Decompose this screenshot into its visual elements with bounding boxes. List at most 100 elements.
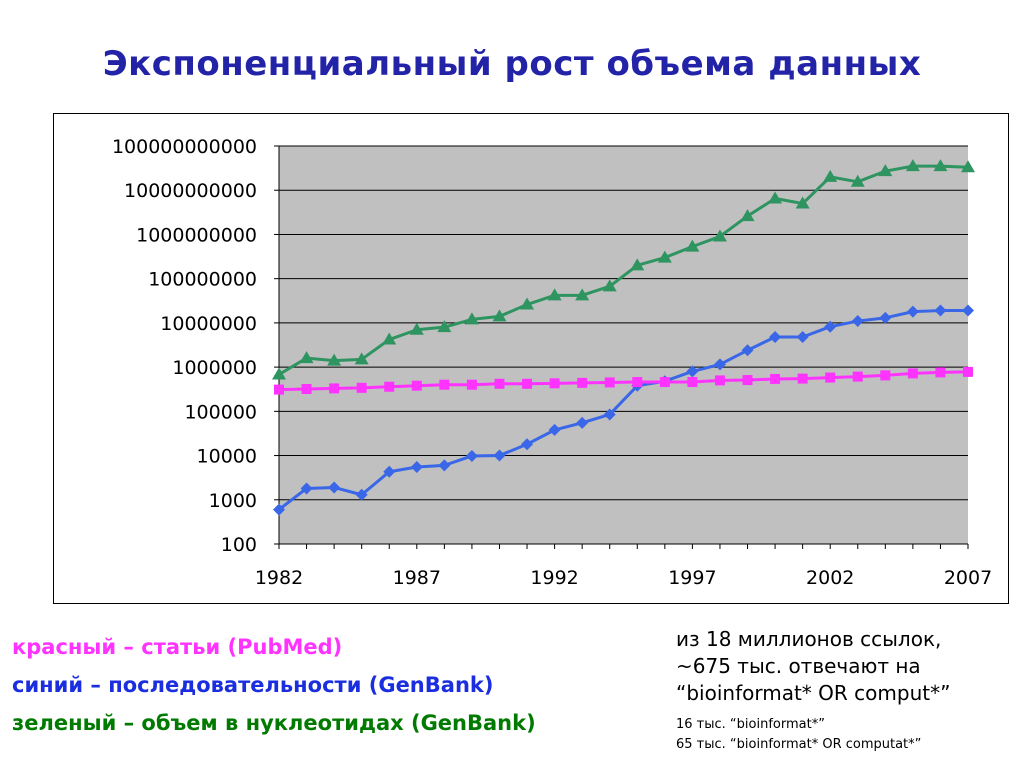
axes bbox=[274, 145, 969, 549]
data-point bbox=[934, 304, 947, 317]
data-point bbox=[494, 378, 505, 389]
data-point bbox=[301, 383, 312, 394]
data-point bbox=[356, 382, 367, 393]
data-point bbox=[687, 377, 698, 388]
data-point bbox=[328, 481, 341, 494]
data-point bbox=[520, 297, 535, 310]
data-point bbox=[795, 196, 810, 209]
data-point bbox=[409, 322, 424, 335]
data-point bbox=[382, 332, 397, 345]
data-point bbox=[604, 377, 615, 388]
data-point bbox=[492, 309, 507, 322]
data-point bbox=[825, 372, 836, 383]
legend-genbank-sequences: синий – последовательности (GenBank) bbox=[12, 673, 494, 697]
data-point bbox=[659, 377, 670, 388]
data-point bbox=[933, 159, 948, 172]
data-point bbox=[878, 164, 893, 177]
data-point bbox=[768, 191, 783, 204]
data-point bbox=[549, 378, 560, 389]
plot-area bbox=[279, 146, 968, 544]
data-point bbox=[575, 288, 590, 301]
data-point bbox=[383, 465, 396, 478]
y-tick-label: 1000 bbox=[209, 490, 257, 512]
note-small-2: 65 тыс. “bioinformat* OR computat*” bbox=[676, 737, 922, 752]
data-point bbox=[327, 353, 342, 366]
note-line-3: “bioinformat* OR comput*” bbox=[676, 681, 951, 705]
data-point bbox=[962, 304, 974, 317]
data-point bbox=[547, 288, 562, 301]
data-point bbox=[880, 370, 891, 381]
y-tick-label: 100000 bbox=[184, 401, 257, 423]
data-point bbox=[824, 320, 837, 333]
legend: красный – статьи (PubMed) синий – послед… bbox=[12, 628, 536, 742]
series-line bbox=[278, 164, 969, 376]
data-point bbox=[879, 311, 892, 324]
data-point bbox=[329, 383, 340, 394]
data-point bbox=[741, 344, 754, 357]
data-point bbox=[272, 367, 286, 380]
data-point bbox=[905, 159, 920, 172]
data-point bbox=[657, 250, 672, 263]
note-block: из 18 миллионов ссылок, ~675 тыс. отвеча… bbox=[676, 626, 1016, 755]
data-point bbox=[521, 438, 534, 451]
data-point bbox=[602, 279, 617, 292]
data-point bbox=[411, 380, 422, 391]
data-point bbox=[742, 375, 753, 386]
data-point bbox=[685, 239, 700, 252]
data-point bbox=[686, 365, 699, 378]
data-point bbox=[796, 330, 809, 343]
data-point bbox=[437, 320, 452, 333]
x-tick-label: 2007 bbox=[944, 567, 992, 589]
data-point bbox=[713, 358, 726, 371]
y-tick-label: 10000000 bbox=[160, 313, 257, 335]
data-point bbox=[797, 373, 808, 384]
data-point bbox=[438, 459, 451, 472]
data-point bbox=[355, 488, 368, 501]
series-genbank-nucleotides bbox=[272, 159, 975, 380]
data-point bbox=[464, 312, 479, 325]
series-genbank-sequences bbox=[273, 304, 974, 516]
data-point bbox=[770, 373, 781, 384]
data-point bbox=[576, 416, 589, 429]
note-small-1: 16 тыс. “bioinformat*” bbox=[676, 717, 825, 732]
data-point bbox=[603, 408, 616, 421]
data-point bbox=[712, 229, 727, 242]
data-point bbox=[577, 377, 588, 388]
data-point bbox=[850, 174, 865, 187]
y-tick-label: 100 bbox=[221, 534, 257, 556]
data-point bbox=[823, 169, 838, 182]
data-point bbox=[906, 305, 919, 318]
y-axis-tick-labels: 100 1000 10000 100000 1000000 10000000 1000000… bbox=[112, 136, 257, 556]
legend-pubmed: красный – статьи (PubMed) bbox=[12, 635, 343, 659]
x-tick-label: 2002 bbox=[806, 567, 854, 589]
data-point bbox=[299, 351, 314, 364]
note-line-1: из 18 миллионов ссылок, bbox=[676, 627, 942, 651]
x-axis-tick-labels: 1982 1987 1992 1997 2002 2007 bbox=[255, 567, 992, 589]
data-point bbox=[465, 449, 478, 462]
data-point bbox=[273, 503, 285, 516]
note-line-2: ~675 тыс. отвечают на bbox=[676, 654, 921, 678]
data-point bbox=[410, 461, 423, 474]
series-pubmed bbox=[274, 366, 973, 395]
data-point bbox=[493, 449, 506, 462]
data-point bbox=[632, 377, 643, 388]
series-group bbox=[272, 159, 975, 516]
x-tick-label: 1987 bbox=[393, 567, 441, 589]
data-point bbox=[714, 375, 725, 386]
data-point bbox=[466, 379, 477, 390]
x-tick-label: 1982 bbox=[255, 567, 303, 589]
data-point bbox=[961, 160, 975, 173]
data-point bbox=[963, 366, 973, 377]
data-point bbox=[439, 379, 450, 390]
y-tick-label: 10000 bbox=[197, 446, 257, 468]
data-point bbox=[384, 381, 395, 392]
x-tick-label: 1992 bbox=[530, 567, 578, 589]
page-title: Экспоненциальный рост объема данных bbox=[102, 44, 922, 84]
y-tick-label: 100000000000 bbox=[112, 136, 257, 158]
data-point bbox=[851, 315, 864, 328]
data-point bbox=[852, 371, 863, 382]
data-point bbox=[740, 209, 755, 222]
data-point bbox=[935, 367, 946, 378]
y-tick-label: 1000000 bbox=[172, 357, 257, 379]
